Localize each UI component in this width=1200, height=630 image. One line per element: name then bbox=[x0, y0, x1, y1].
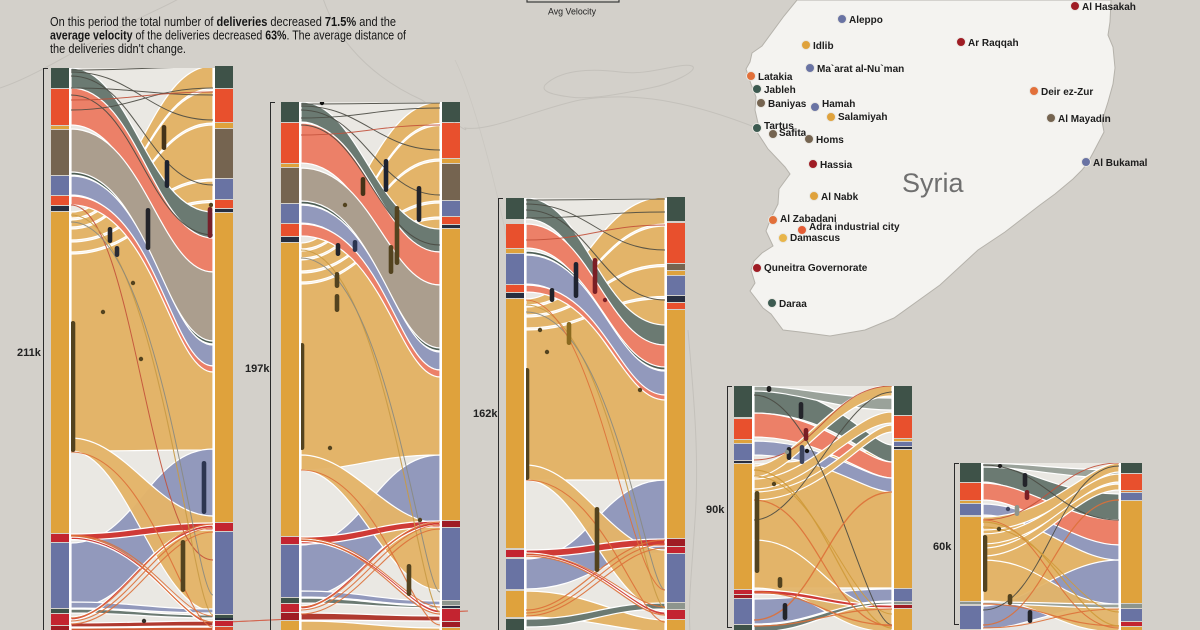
svg-text:162k: 162k bbox=[473, 408, 498, 420]
svg-text:Al Hasakah: Al Hasakah bbox=[1082, 2, 1136, 13]
svg-text:Avg Velocity: Avg Velocity bbox=[548, 7, 596, 18]
svg-text:211k: 211k bbox=[17, 347, 42, 359]
svg-text:Latakia: Latakia bbox=[758, 72, 793, 83]
svg-text:Idlib: Idlib bbox=[813, 41, 834, 52]
svg-text:Aleppo: Aleppo bbox=[849, 15, 883, 26]
svg-text:Safita: Safita bbox=[779, 128, 807, 139]
svg-text:Damascus: Damascus bbox=[790, 233, 840, 244]
svg-text:Hamah: Hamah bbox=[822, 99, 855, 110]
svg-text:197k: 197k bbox=[245, 363, 270, 375]
svg-text:Al Zabadani: Al Zabadani bbox=[780, 214, 837, 225]
svg-text:60k: 60k bbox=[933, 541, 952, 553]
svg-text:Syria: Syria bbox=[902, 168, 964, 198]
svg-text:the deliveries didn't change.: the deliveries didn't change. bbox=[50, 41, 186, 56]
svg-text:Salamiyah: Salamiyah bbox=[838, 112, 887, 123]
svg-text:Daraa: Daraa bbox=[779, 299, 807, 310]
svg-text:Ma`arat al-Nu`man: Ma`arat al-Nu`man bbox=[817, 64, 904, 75]
svg-text:Hassia: Hassia bbox=[820, 160, 853, 171]
svg-text:Al Mayadin: Al Mayadin bbox=[1058, 114, 1111, 125]
svg-text:average velocity of the delive: average velocity of the deliveries decre… bbox=[50, 28, 406, 43]
svg-text:Tartus: Tartus bbox=[764, 121, 794, 132]
svg-text:Baniyas: Baniyas bbox=[768, 99, 807, 110]
svg-text:Homs: Homs bbox=[816, 135, 844, 146]
svg-text:Al Bukamal: Al Bukamal bbox=[1093, 158, 1148, 169]
svg-text:Ar Raqqah: Ar Raqqah bbox=[968, 38, 1019, 49]
svg-text:On this period the total numbe: On this period the total number of deliv… bbox=[50, 14, 396, 29]
svg-text:Deir ez-Zur: Deir ez-Zur bbox=[1041, 87, 1093, 98]
svg-text:Adra industrial city: Adra industrial city bbox=[809, 222, 900, 233]
svg-text:90k: 90k bbox=[706, 504, 725, 516]
svg-text:Quneitra Governorate: Quneitra Governorate bbox=[764, 263, 868, 274]
svg-text:Al Nabk: Al Nabk bbox=[821, 192, 859, 203]
svg-text:Jableh: Jableh bbox=[764, 85, 796, 96]
